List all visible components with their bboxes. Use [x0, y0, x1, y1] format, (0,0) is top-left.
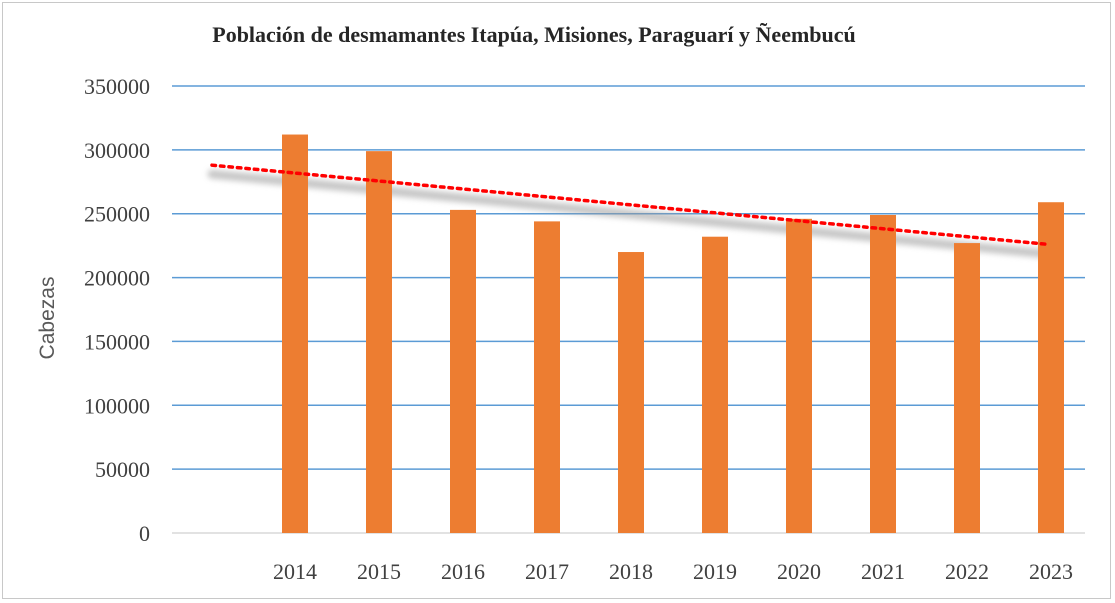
x-tick-label: 2023	[1029, 559, 1073, 584]
bar	[282, 134, 308, 533]
bar	[450, 209, 476, 533]
x-tick-label: 2021	[861, 559, 905, 584]
y-tick-label: 100000	[84, 393, 150, 418]
y-tick-label: 200000	[84, 266, 150, 291]
trendline-shadow-stroke	[207, 169, 1047, 258]
bar	[534, 221, 560, 533]
x-tick-label: 2018	[609, 559, 653, 584]
x-axis-ticks: 2014 2015 2016 2017 2018 2019 2020 2021 2022 2023	[273, 559, 1073, 584]
trendline	[210, 163, 1050, 247]
x-tick-label: 2016	[441, 559, 485, 584]
chart-title: Población de desmamantes Itapúa, Misione…	[212, 22, 856, 47]
x-tick-label: 2014	[273, 559, 317, 584]
bar	[870, 214, 896, 533]
x-tick-label: 2017	[525, 559, 569, 584]
y-tick-label: 0	[139, 521, 150, 546]
x-tick-label: 2022	[945, 559, 989, 584]
bar	[786, 218, 812, 533]
bar	[618, 252, 644, 533]
y-axis-ticks: 0 50000 100000 150000 200000 250000 300000 3500…	[84, 74, 150, 546]
x-tick-label: 2020	[777, 559, 821, 584]
bar	[702, 236, 728, 533]
y-tick-label: 250000	[84, 202, 150, 227]
bar	[954, 243, 980, 534]
y-axis-label: Cabezas	[36, 277, 59, 360]
y-tick-label: 350000	[84, 74, 150, 99]
trendline-group	[210, 163, 1050, 247]
y-tick-label: 50000	[95, 457, 150, 482]
y-tick-label: 150000	[84, 329, 150, 354]
x-tick-label: 2019	[693, 559, 737, 584]
bar	[366, 151, 392, 534]
trendline-shadow	[207, 169, 1047, 258]
bar	[1038, 202, 1064, 533]
bars	[282, 134, 1064, 534]
y-tick-label: 300000	[84, 138, 150, 163]
x-tick-label: 2015	[357, 559, 401, 584]
